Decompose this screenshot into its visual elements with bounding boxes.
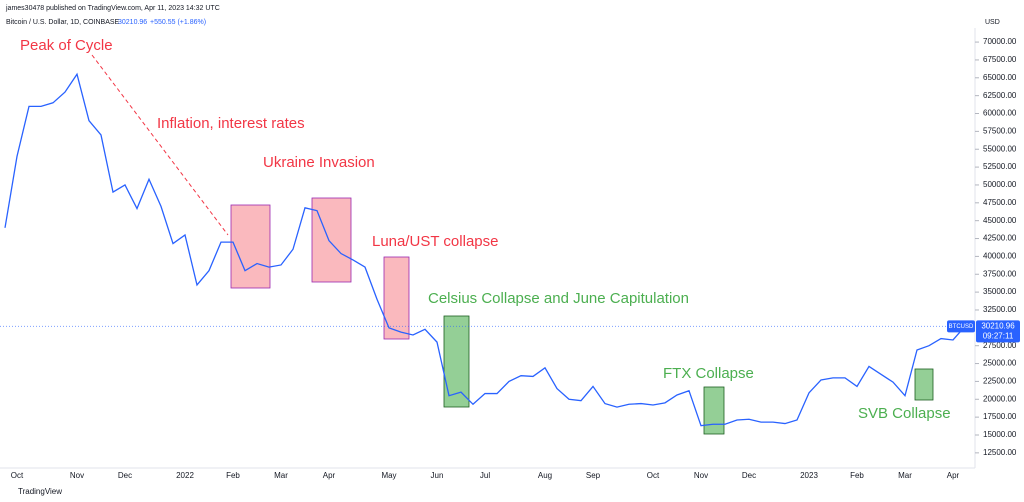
x-tick-label: Dec xyxy=(118,471,132,480)
x-tick-label: Mar xyxy=(274,471,288,480)
x-tick-label: Aug xyxy=(538,471,552,480)
x-tick-label: Jul xyxy=(480,471,490,480)
y-tick-label: 32500.00 xyxy=(983,305,1017,314)
x-tick-label: 2023 xyxy=(800,471,818,480)
y-tick-label: 15000.00 xyxy=(983,430,1017,439)
y-tick-label: 45000.00 xyxy=(983,216,1017,225)
x-tick-label: May xyxy=(381,471,396,480)
y-tick-label: 40000.00 xyxy=(983,252,1017,261)
x-tick-label: 2022 xyxy=(176,471,194,480)
x-tick-label: Mar xyxy=(898,471,912,480)
annotation: Peak of Cycle xyxy=(20,37,113,54)
price-tag xyxy=(976,320,1020,343)
annotation-boxes xyxy=(230,197,934,435)
footer: TradingView xyxy=(18,487,62,496)
event-box xyxy=(311,197,352,283)
x-tick-label: Dec xyxy=(742,471,756,480)
annotation: Luna/UST collapse xyxy=(372,233,498,250)
x-tick-label: Jun xyxy=(431,471,444,480)
annotation: Celsius Collapse and June Capitulation xyxy=(428,290,689,307)
currency: USD xyxy=(985,19,1000,26)
ticker-tag xyxy=(947,320,975,333)
y-tick-label: 25000.00 xyxy=(983,359,1017,368)
y-tick-label: 27500.00 xyxy=(983,341,1017,350)
y-tick-label: 20000.00 xyxy=(983,394,1017,403)
y-tick-label: 37500.00 xyxy=(983,269,1017,278)
y-tick-label: 60000.00 xyxy=(983,109,1017,118)
last-price: 30210.96 xyxy=(118,19,147,26)
price-line xyxy=(4,72,966,427)
y-tick-label: 62500.00 xyxy=(983,91,1017,100)
y-tick-label: 12500.00 xyxy=(983,448,1017,457)
y-tick-label: 47500.00 xyxy=(983,198,1017,207)
x-tick-label: Feb xyxy=(226,471,240,480)
publisher: james30478 published on TradingView.com,… xyxy=(5,5,220,12)
price-tag-label: 30210.96 xyxy=(981,321,1015,330)
annotation: Inflation, interest rates xyxy=(157,115,305,132)
y-tick-label: 65000.00 xyxy=(983,73,1017,82)
x-tick-label: Feb xyxy=(850,471,864,480)
annotation: FTX Collapse xyxy=(663,365,754,382)
x-tick-label: Apr xyxy=(323,471,336,480)
countdown: 09:27:11 xyxy=(983,331,1014,340)
x-tick-label: Sep xyxy=(586,471,601,480)
event-box xyxy=(703,386,725,435)
x-tick-label: Nov xyxy=(70,471,84,480)
y-tick-label: 67500.00 xyxy=(983,55,1017,64)
y-tick-label: 55000.00 xyxy=(983,144,1017,153)
x-tick-label: Oct xyxy=(647,471,660,480)
event-box xyxy=(914,368,934,401)
y-tick-label: 17500.00 xyxy=(983,412,1017,421)
x-tick-label: Oct xyxy=(11,471,24,480)
y-tick-label: 35000.00 xyxy=(983,287,1017,296)
y-tick-label: 57500.00 xyxy=(983,126,1017,135)
trend-line xyxy=(91,54,229,236)
y-tick-label: 42500.00 xyxy=(983,234,1017,243)
y-tick-label: 50000.00 xyxy=(983,180,1017,189)
annotation: SVB Collapse xyxy=(858,405,951,422)
x-tick-label: Nov xyxy=(694,471,708,480)
y-tick-label: 70000.00 xyxy=(983,37,1017,46)
x-tick-label: Apr xyxy=(947,471,960,480)
y-tick-label: 52500.00 xyxy=(983,162,1017,171)
ticker-label: BTCUSD xyxy=(949,324,974,330)
event-box xyxy=(230,204,271,289)
annotation: Ukraine Invasion xyxy=(263,154,375,171)
y-tick-label: 22500.00 xyxy=(983,377,1017,386)
change: +550.55 (+1.86%) xyxy=(150,19,206,26)
symbol: Bitcoin / U.S. Dollar, 1D, COINBASE xyxy=(6,19,120,26)
